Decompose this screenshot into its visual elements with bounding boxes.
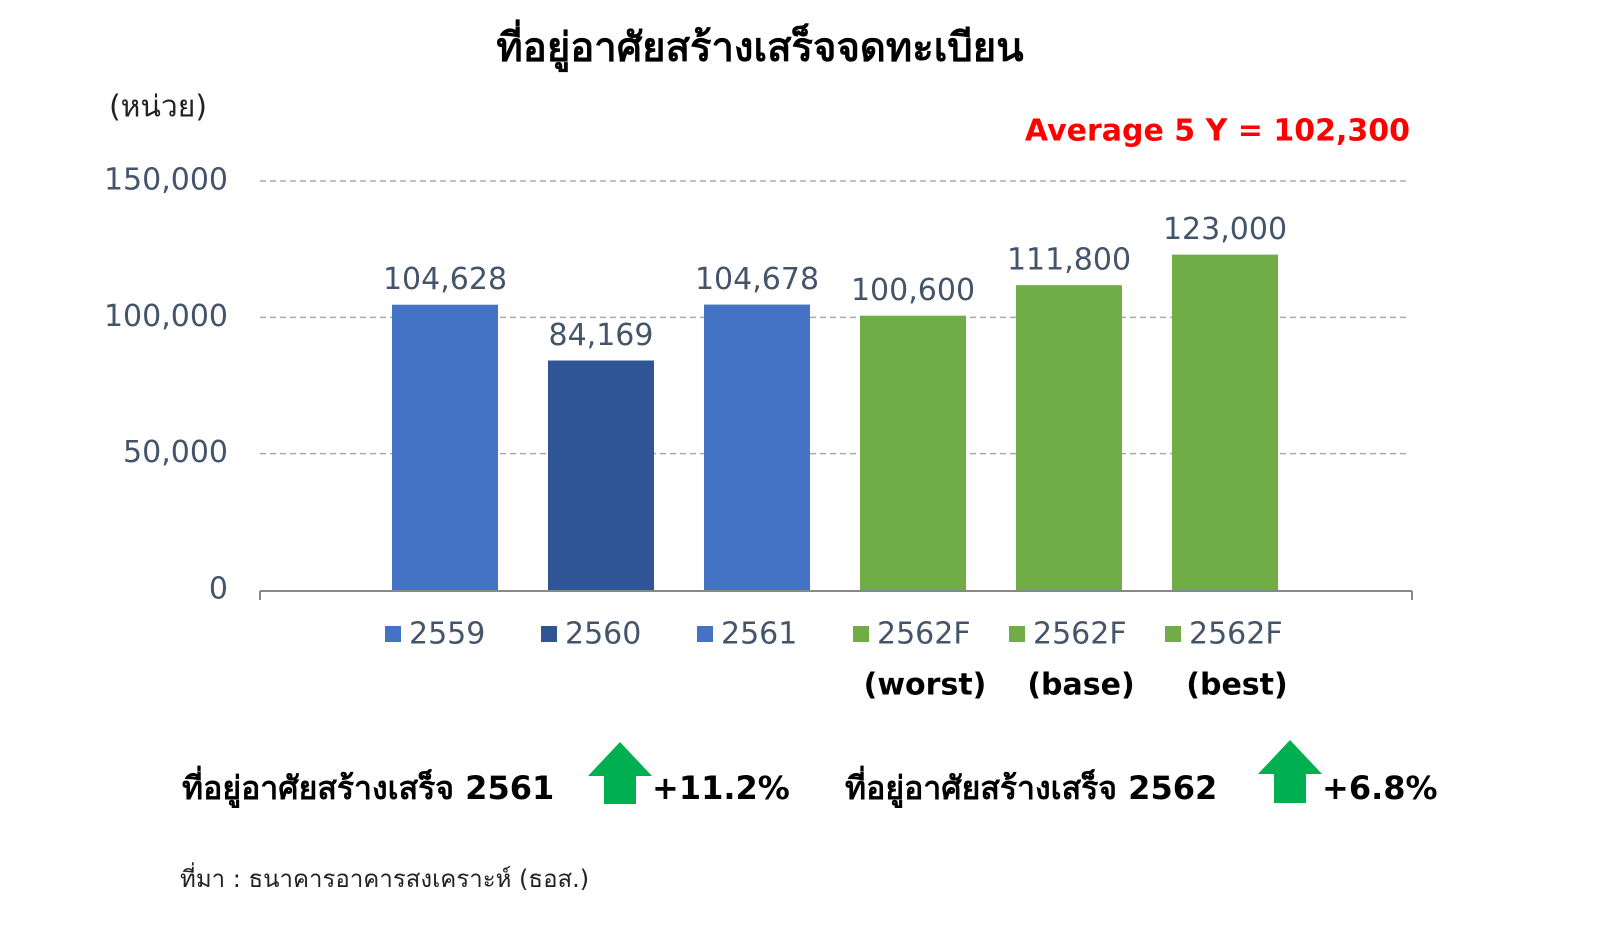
legend-swatch: [1165, 626, 1181, 642]
note-change: +6.8%: [1322, 769, 1438, 807]
category-label: 2560: [565, 617, 641, 652]
bar: [1172, 254, 1278, 590]
value-label: 111,800: [1007, 243, 1131, 278]
category-note: (worst): [864, 668, 987, 703]
category-label: 2562F: [1033, 617, 1127, 652]
bar: [704, 304, 810, 590]
value-label: 104,678: [695, 262, 819, 297]
category-label: 2559: [409, 617, 485, 652]
bar: [392, 304, 498, 590]
note-text: ที่อยู่อาศัยสร้างเสร็จ 2562: [845, 765, 1217, 809]
source: ที่มา : ธนาคารอาคารสงเคราะห์ (ธอส.): [180, 862, 589, 893]
value-label: 84,169: [549, 318, 654, 353]
y-tick-label: 150,000: [104, 163, 228, 198]
chart-title: ที่อยู่อาศัยสร้างเสร็จจดทะเบียน: [496, 19, 1023, 72]
y-tick-label: 100,000: [104, 299, 228, 334]
value-label: 100,600: [851, 273, 975, 308]
y-tick-label: 0: [209, 572, 228, 607]
note-change: +11.2%: [652, 769, 790, 807]
legend-swatch: [697, 626, 713, 642]
legend-swatch: [385, 626, 401, 642]
bar: [860, 315, 966, 590]
category-note: (base): [1027, 668, 1134, 703]
value-label: 104,628: [383, 262, 507, 297]
annotation: Average 5 Y = 102,300: [1025, 114, 1410, 149]
legend-swatch: [1009, 626, 1025, 642]
up-arrow: [588, 742, 652, 804]
category-label: 2562F: [1189, 617, 1283, 652]
legend-swatch: [853, 626, 869, 642]
y-unit: (หน่วย): [109, 90, 207, 125]
y-tick-label: 50,000: [123, 435, 228, 470]
category-note: (best): [1186, 668, 1287, 703]
bar: [548, 360, 654, 590]
legend-swatch: [541, 626, 557, 642]
up-arrow: [1258, 740, 1322, 803]
category-label: 2562F: [877, 617, 971, 652]
note-text: ที่อยู่อาศัยสร้างเสร็จ 2561: [182, 765, 554, 809]
value-label: 123,000: [1163, 212, 1287, 247]
category-label: 2561: [721, 617, 797, 652]
bar: [1016, 285, 1122, 590]
